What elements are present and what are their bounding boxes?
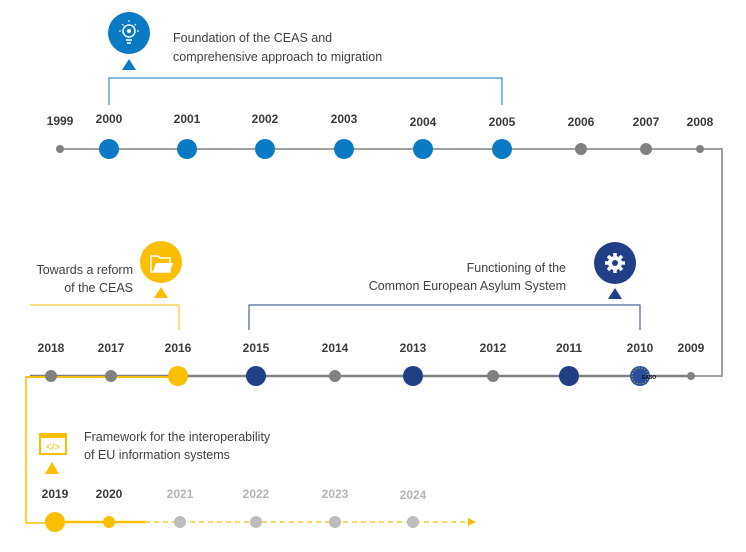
year-label-2009: 2009: [678, 341, 705, 355]
timeline-node-2006: [575, 143, 587, 155]
timeline-node-2021: [174, 516, 186, 528]
timeline-node-2009: [687, 372, 695, 380]
year-label-2020: 2020: [96, 487, 123, 501]
timeline-node-2000: [99, 139, 119, 159]
year-label-2002: 2002: [252, 112, 279, 126]
year-label-2019: 2019: [42, 487, 69, 501]
year-label-2017: 2017: [98, 341, 125, 355]
year-label-2011: 2011: [556, 341, 582, 355]
year-label-2010: 2010: [627, 341, 654, 355]
phase-reform-text-2: of the CEAS: [64, 281, 133, 295]
timeline-node-2024: [407, 516, 419, 528]
timeline-node-2020: [103, 516, 115, 528]
timeline-node-2011: [559, 366, 579, 386]
phase-functioning-text-1: Functioning of the: [467, 261, 566, 275]
year-label-2013: 2013: [400, 341, 427, 355]
year-label-2004: 2004: [410, 115, 437, 129]
year-label-2006: 2006: [568, 115, 595, 129]
phase-foundation-text-1: Foundation of the CEAS and: [173, 31, 332, 45]
year-label-2005: 2005: [489, 115, 516, 129]
timeline-node-2001: [177, 139, 197, 159]
timeline-node-2012: [487, 370, 499, 382]
year-label-2015: 2015: [243, 341, 270, 355]
year-label-2024: 2024: [400, 488, 427, 502]
phase-interop-text-1: Framework for the interoperability: [84, 430, 271, 444]
phase-bracket-foundation: [108, 77, 503, 105]
code-window-icon: </>: [39, 433, 67, 474]
year-label-2022: 2022: [243, 487, 270, 501]
year-label-2016: 2016: [165, 341, 192, 355]
phase-foundation-text-2: comprehensive approach to migration: [173, 50, 382, 64]
svg-text:</>: </>: [46, 442, 61, 453]
year-label-2008: 2008: [687, 115, 714, 129]
folder-icon: [140, 241, 182, 298]
gear-icon: [594, 242, 636, 299]
svg-text:EASO: EASO: [642, 375, 656, 381]
timeline-node-2023: [329, 516, 341, 528]
year-label-2021: 2021: [167, 487, 194, 501]
year-label-2014: 2014: [322, 341, 349, 355]
timeline-node-2015: [246, 366, 266, 386]
timeline-node-2005: [492, 139, 512, 159]
year-label-2003: 2003: [331, 112, 358, 126]
year-label-2018: 2018: [38, 341, 65, 355]
timeline-track-row1: [60, 148, 723, 377]
timeline-nodes: 1999 2000 2001 2002 2003 2004 2005 2006 2007 2008…: [38, 112, 714, 532]
timeline-node-2019: [45, 512, 65, 532]
phase-interop-text-2: of EU information systems: [84, 448, 230, 462]
timeline-node-2013: [403, 366, 423, 386]
year-label-2023: 2023: [322, 487, 349, 501]
year-label-2007: 2007: [633, 115, 660, 129]
year-label-2000: 2000: [96, 112, 123, 126]
timeline-node-1999: [56, 145, 64, 153]
timeline-node-2018: [45, 370, 57, 382]
timeline-node-2016: [168, 366, 188, 386]
phase-bracket-functioning: [248, 304, 641, 330]
year-label-1999: 1999: [47, 114, 74, 128]
phase-reform-text-1: Towards a reform: [36, 263, 133, 277]
easo-logo: EASO: [630, 366, 656, 386]
year-label-2001: 2001: [174, 112, 201, 126]
phase-bracket-reform: [30, 304, 180, 330]
phase-functioning-text-2: Common European Asylum System: [369, 279, 566, 293]
timeline-node-2002: [255, 139, 275, 159]
timeline-node-2022: [250, 516, 262, 528]
timeline-node-2014: [329, 370, 341, 382]
timeline-node-2004: [413, 139, 433, 159]
timeline-node-2003: [334, 139, 354, 159]
timeline-node-2017: [105, 370, 117, 382]
year-label-2012: 2012: [480, 341, 507, 355]
timeline-node-2007: [640, 143, 652, 155]
timeline-node-2008: [696, 145, 704, 153]
lightbulb-icon: [108, 12, 150, 70]
arrow-right-icon: [468, 518, 476, 526]
